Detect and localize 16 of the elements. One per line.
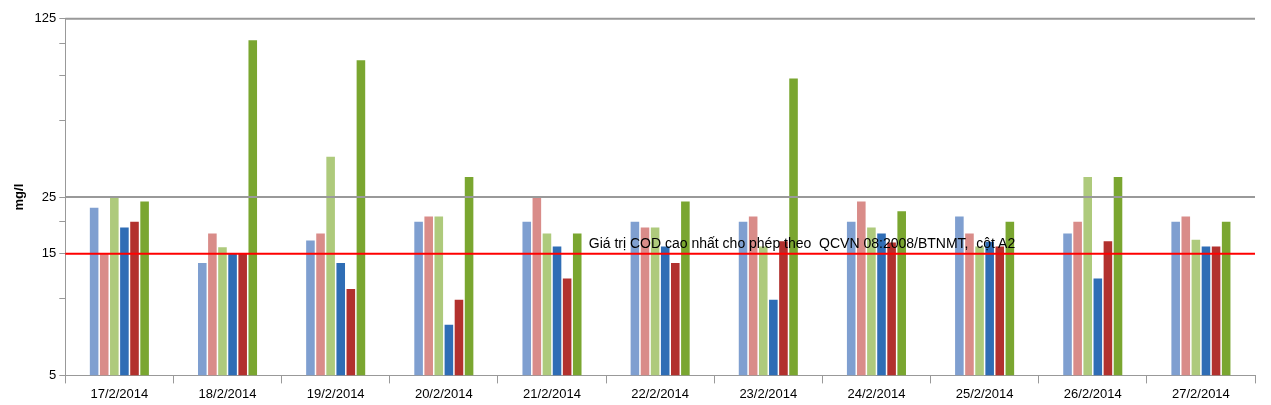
y-tick-label: 25 — [41, 188, 57, 204]
y-tick-label: 15 — [41, 245, 57, 261]
x-tick-label: 18/2/2014 — [198, 385, 257, 401]
x-tick-label: 26/2/2014 — [1063, 385, 1122, 401]
x-tick-label: 24/2/2014 — [847, 385, 906, 401]
x-tick-label: 23/2/2014 — [739, 385, 798, 401]
y-axis-title: mg/l — [11, 183, 27, 211]
y-tick-label: 125 — [34, 10, 57, 26]
x-tick-label: 27/2/2014 — [1172, 385, 1230, 401]
x-tick-label: 20/2/2014 — [414, 385, 473, 401]
y-tick-label: 5 — [49, 366, 57, 382]
x-tick-label: 22/2/2014 — [631, 385, 690, 401]
x-tick-label: 25/2/2014 — [955, 385, 1014, 401]
x-tick-label: 19/2/2014 — [306, 385, 365, 401]
x-tick-label: 17/2/2014 — [90, 385, 149, 401]
x-tick-label: 21/2/2014 — [523, 385, 581, 401]
